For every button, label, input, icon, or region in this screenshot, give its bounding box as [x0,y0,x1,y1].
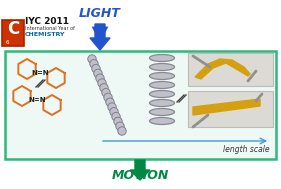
Circle shape [98,79,106,87]
Circle shape [118,127,126,135]
Text: International Year of: International Year of [25,26,75,32]
Ellipse shape [149,108,175,115]
FancyBboxPatch shape [2,20,24,46]
Ellipse shape [149,54,175,61]
Ellipse shape [149,73,175,80]
Circle shape [102,88,110,97]
Circle shape [88,55,96,63]
Circle shape [96,74,104,82]
Circle shape [116,122,124,130]
FancyBboxPatch shape [188,53,273,86]
Circle shape [106,98,114,106]
Text: CHEMISTRY: CHEMISTRY [25,32,65,36]
Polygon shape [195,59,250,79]
Circle shape [94,69,102,78]
Ellipse shape [149,64,175,70]
Circle shape [110,108,118,116]
Circle shape [108,103,116,111]
Circle shape [90,60,98,68]
FancyArrow shape [130,160,150,180]
Circle shape [100,84,108,92]
Ellipse shape [149,81,175,88]
Circle shape [112,112,120,121]
Text: length scale: length scale [223,145,270,154]
Circle shape [114,117,122,126]
Ellipse shape [149,91,175,98]
FancyBboxPatch shape [5,51,276,159]
Text: MOTION: MOTION [111,169,169,182]
Text: C: C [7,20,19,38]
Ellipse shape [149,118,175,125]
Circle shape [104,93,112,102]
FancyBboxPatch shape [188,91,273,127]
Text: N=N: N=N [28,97,46,103]
Text: LIGHT: LIGHT [79,7,121,20]
Ellipse shape [149,99,175,106]
Text: 6: 6 [5,40,9,44]
FancyArrow shape [90,24,110,50]
Text: IYC 2011: IYC 2011 [25,16,69,26]
Polygon shape [193,99,260,115]
Text: N=N: N=N [31,70,49,76]
Circle shape [92,64,100,73]
